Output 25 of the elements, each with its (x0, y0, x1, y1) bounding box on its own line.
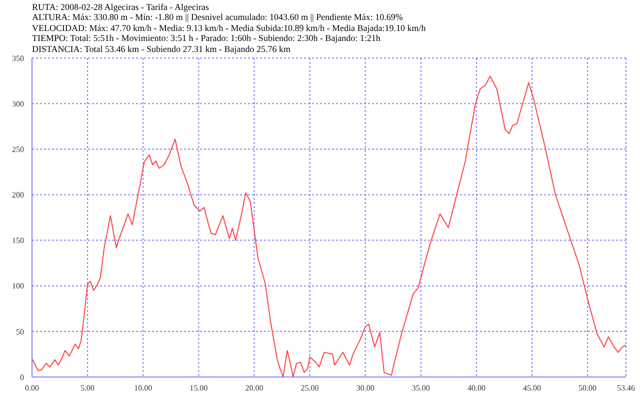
x-tick-label: 30.00 (356, 384, 374, 393)
x-tick-label: 20.00 (245, 384, 264, 393)
x-tick-label: 10.00 (134, 384, 152, 393)
y-tick-label: 150 (12, 236, 24, 246)
chart-title: RUTA: 2008-02-28 Algeciras - Tarifa - Algeciras (32, 2, 210, 12)
y-tick-label: 250 (12, 144, 24, 154)
y-tick-label: 300 (12, 99, 24, 108)
x-tick-label: 35.00 (412, 384, 430, 393)
x-tick-label: 5.00 (80, 384, 95, 393)
x-tick-label: 0.00 (25, 384, 39, 393)
x-tick-label: 50.00 (578, 384, 597, 393)
x-tick-label: 25.00 (300, 384, 319, 393)
y-tick-label: 50 (16, 327, 24, 336)
text: VELOCIDAD: Máx: 47.70 km/h - Media: 9.13 km/h - Media Subida:10.89 km/h - Media Bajada:19.10 km/h (32, 22, 426, 34)
text: DISTANCIA: Total 53.46 km - Subiendo 27.31 km - Bajando 25.76 km (32, 44, 292, 54)
x-tick-label: 53.46 (617, 384, 635, 393)
y-tick-label: 200 (12, 190, 24, 200)
text: TIEMPO: Total: 5:51h - Movimiento: 3:51 h - Parado: 1:60h - Subiendo: 2:30h - Bajando: 1:21h (32, 33, 382, 44)
x-tick-label: 45.00 (523, 384, 541, 393)
y-tick-label: 0 (20, 372, 24, 382)
x-tick-label: 15.00 (190, 384, 208, 393)
y-tick-label: 100 (12, 282, 24, 291)
x-tick-label: 40.00 (467, 384, 486, 393)
y-tick-label: 350 (12, 54, 24, 63)
text: ALTURA: Máx: 330.80 m - Mín: -1.80 m || Desnivel acumulado: 1043.60 m || Pendiente Máx: 10.69% (32, 12, 404, 23)
